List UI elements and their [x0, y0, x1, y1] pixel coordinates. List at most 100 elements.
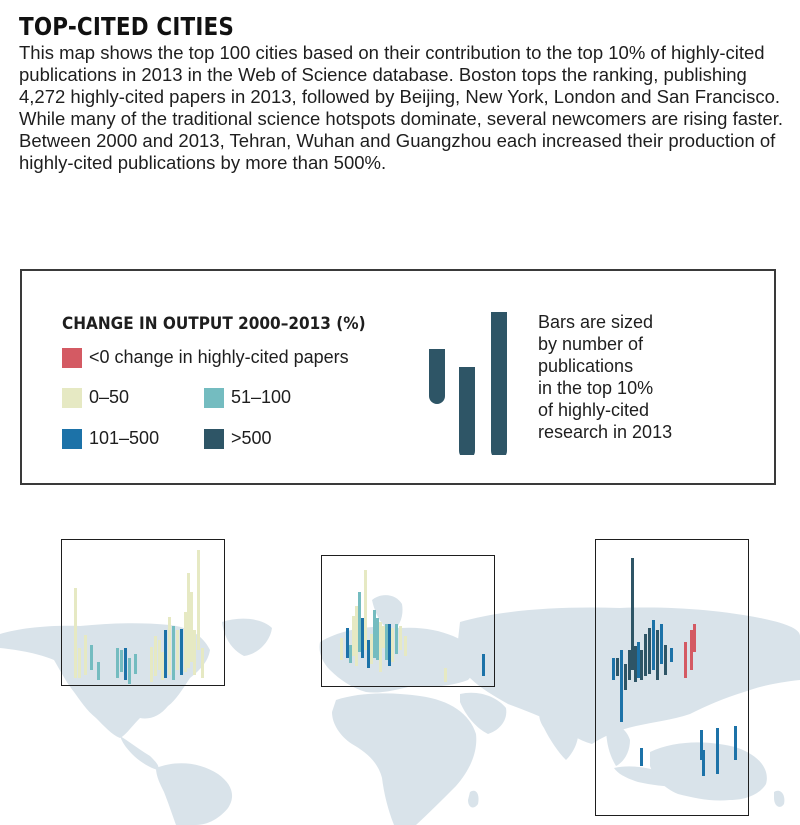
city-bar [482, 654, 485, 676]
city-bar [74, 588, 77, 678]
city-bar [385, 624, 388, 660]
city-bar [340, 638, 343, 660]
legend-item-negative: <0 change in highly-cited papers [62, 347, 349, 368]
legend-bar-large [491, 312, 507, 455]
size-note-line: research in 2013 [538, 422, 673, 442]
city-bar [624, 664, 627, 690]
city-bar [120, 650, 123, 672]
size-note-line: Bars are sized [538, 312, 654, 332]
city-bar [404, 636, 407, 656]
land-new-zealand [774, 790, 785, 807]
city-bar [355, 606, 358, 666]
size-note: Bars are sized by number of publications… [538, 311, 672, 443]
city-bar [690, 630, 693, 670]
city-bar [648, 628, 651, 674]
city-bar [660, 624, 663, 664]
city-bar [399, 626, 402, 650]
city-bar [358, 592, 361, 652]
city-bar [352, 616, 355, 656]
city-bar [716, 728, 719, 774]
land-arabia [460, 692, 507, 734]
city-bar [620, 700, 623, 722]
city-bar [90, 645, 93, 670]
city-bar [702, 750, 705, 776]
city-bar [700, 730, 703, 760]
swatch-0-50 [62, 387, 82, 408]
inset-frame-east-asia-oceania [595, 539, 749, 816]
city-bar [379, 622, 382, 672]
land-africa [332, 693, 477, 825]
city-bar [367, 640, 370, 668]
city-bar [652, 620, 655, 670]
land-australia [650, 742, 767, 801]
size-note-line: of highly-cited [538, 400, 650, 420]
city-bar [184, 612, 187, 672]
city-bar [637, 642, 640, 678]
legend-label-101-500: 101–500 [89, 428, 160, 448]
city-bar [693, 624, 696, 652]
city-bar [346, 628, 349, 658]
land-north-america [0, 623, 210, 738]
city-bar [97, 662, 100, 680]
size-note-line: in the top 10% [538, 378, 654, 398]
size-note-line: by number of [538, 334, 644, 354]
swatch-over-500 [204, 428, 224, 449]
swatch-101-500 [62, 428, 82, 449]
city-bar [376, 618, 379, 660]
legend-item-51-100: 51–100 [204, 387, 291, 408]
city-bar [197, 550, 200, 650]
city-bars [74, 550, 737, 776]
land-scandinavia [372, 595, 403, 632]
city-bar [616, 658, 619, 676]
legend-bar-small [429, 349, 445, 404]
city-bar [128, 658, 131, 684]
city-bar [84, 635, 87, 675]
city-bar [193, 630, 196, 675]
city-bar [628, 650, 631, 680]
legend-label-over-500: >500 [231, 428, 272, 448]
swatch-51-100 [204, 387, 224, 408]
legend-item-0-50: 0–50 [62, 387, 129, 408]
city-bar [361, 618, 364, 658]
legend-item-101-500: 101–500 [62, 428, 159, 449]
inset-frame-europe [321, 555, 495, 687]
city-bar [124, 648, 127, 680]
city-bar [154, 636, 157, 676]
city-bar [176, 630, 179, 670]
city-bar [620, 650, 623, 700]
land-madagascar [468, 790, 479, 808]
city-bar [395, 624, 398, 654]
legend-box: CHANGE IN OUTPUT 2000–2013 (%) <0 change… [20, 269, 776, 485]
land-india [539, 709, 579, 760]
city-bar [190, 592, 193, 662]
intro-paragraph: This map shows the top 100 cities based … [19, 42, 784, 173]
city-bar [180, 629, 183, 675]
city-bar [734, 726, 737, 760]
swatch-negative [62, 347, 82, 368]
city-bar [634, 646, 637, 682]
legend-title: CHANGE IN OUTPUT 2000–2013 (%) [62, 314, 366, 334]
city-bar [78, 648, 81, 678]
city-bar [684, 642, 687, 678]
inset-frame-north-america [61, 539, 225, 686]
map-svg [0, 539, 800, 825]
city-bar [644, 634, 647, 676]
city-bar [158, 640, 161, 670]
legend-label-51-100: 51–100 [231, 387, 292, 407]
legend-label-negative: <0 change in highly-cited papers [89, 347, 349, 367]
legend-label-0-50: 0–50 [89, 387, 130, 407]
city-bar [670, 648, 673, 662]
city-bar [172, 626, 175, 680]
land-south-america [156, 763, 233, 825]
land-europe [319, 626, 477, 693]
land-central-america [120, 736, 159, 770]
city-bar [164, 630, 167, 678]
size-note-line: publications [538, 356, 634, 376]
city-bar [631, 558, 634, 670]
city-bar [664, 645, 667, 675]
city-bar [373, 610, 376, 658]
land-greenland [222, 618, 272, 656]
land-se-asia [606, 724, 630, 766]
city-bar [444, 668, 447, 682]
city-bar [161, 652, 164, 680]
